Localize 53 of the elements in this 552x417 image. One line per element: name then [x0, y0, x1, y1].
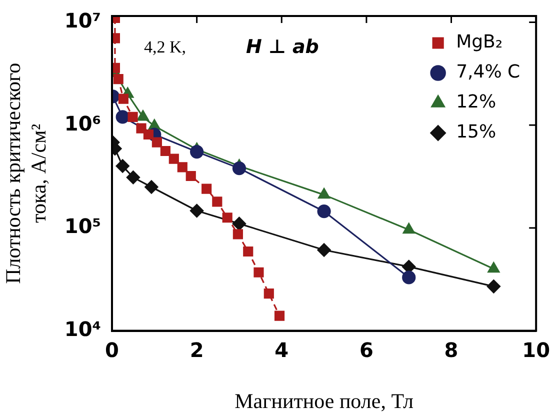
- point: [232, 162, 246, 176]
- point: [488, 262, 500, 273]
- point: [232, 229, 243, 240]
- point: [116, 110, 130, 124]
- point: [222, 212, 232, 223]
- point: [318, 188, 330, 199]
- x-tick-label: 10: [522, 338, 550, 362]
- point: [177, 162, 188, 172]
- x-tick-label: 6: [359, 338, 374, 362]
- legend-label: MgB₂: [456, 32, 503, 53]
- x-tick-label: 0: [105, 338, 119, 362]
- point: [243, 246, 254, 257]
- point: [186, 170, 196, 182]
- point: [317, 243, 331, 257]
- y-tick-label: 10⁵: [64, 214, 101, 238]
- point: [317, 204, 331, 218]
- legend-label: 12%: [456, 92, 496, 113]
- x-tick-label: 8: [444, 338, 458, 362]
- annotation: H ⊥ ab: [246, 36, 319, 58]
- point: [232, 216, 246, 230]
- point: [160, 146, 170, 156]
- point: [402, 270, 416, 284]
- point: [486, 280, 500, 294]
- y-axis-title: Плотность критического тока, А/см²: [1, 62, 50, 284]
- legend-label: 15%: [456, 122, 496, 143]
- point: [113, 74, 124, 84]
- point: [126, 170, 140, 184]
- annotation: 4,2 K,: [144, 37, 186, 56]
- y-tick-label: 10⁶: [64, 111, 101, 136]
- point: [190, 145, 204, 159]
- point: [264, 288, 274, 299]
- point: [136, 123, 146, 134]
- point: [143, 129, 154, 140]
- x-axis-title: Магнитное поле, Тл: [234, 388, 414, 413]
- point: [136, 110, 149, 121]
- x-tick-label: 2: [190, 338, 204, 362]
- y-tick-label: 10⁴: [64, 317, 101, 342]
- point: [402, 260, 416, 274]
- point: [168, 154, 179, 164]
- point: [190, 204, 204, 218]
- point: [144, 180, 158, 194]
- legend-label: 7,4% C: [456, 62, 520, 83]
- point: [402, 222, 415, 234]
- point: [118, 94, 128, 104]
- point: [152, 137, 162, 148]
- point: [274, 310, 285, 321]
- point: [202, 184, 212, 194]
- point: [128, 112, 138, 122]
- point: [116, 159, 130, 173]
- y-tick-label: 10⁷: [64, 8, 101, 32]
- x-tick-label: 4: [274, 338, 289, 362]
- point: [254, 267, 264, 278]
- point: [212, 196, 222, 207]
